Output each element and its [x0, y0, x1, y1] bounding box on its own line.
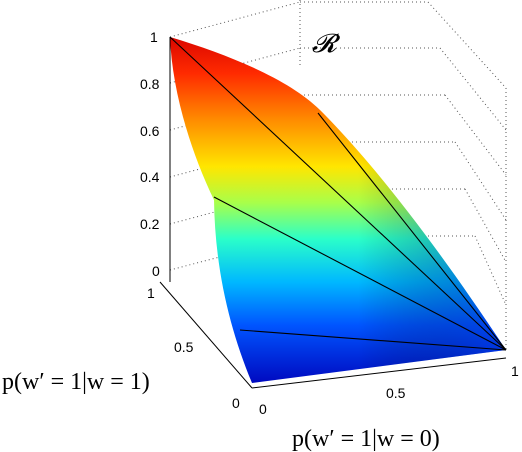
z-tick-label: 0.8 — [140, 76, 160, 92]
y-tick-label: 0.5 — [174, 339, 194, 355]
y-axis-line — [159, 281, 253, 389]
y-ticks: 1 0.5 0 — [147, 285, 240, 411]
surface-lines — [169, 36, 507, 351]
x-axis-line — [251, 357, 507, 389]
y-axis-label: p(w′ = 1|w = 1) — [2, 369, 150, 395]
x-ticks: 0 0.5 1 — [259, 363, 519, 417]
grid-line — [474, 235, 507, 306]
y-tick-label: 0 — [232, 395, 240, 411]
z-tick-label: 0.6 — [140, 123, 160, 139]
grid-line — [454, 141, 507, 221]
grid-line — [444, 94, 507, 176]
y-tick-label: 1 — [147, 285, 155, 301]
z-tick-label: 1 — [150, 29, 158, 45]
surface-line — [169, 36, 507, 351]
surface-shade — [170, 37, 506, 383]
z-tick-label: 0.2 — [140, 216, 160, 232]
grid-line — [427, 1, 507, 89]
surface-line — [317, 112, 507, 351]
grid-line — [464, 188, 507, 263]
surface-line — [213, 196, 507, 351]
z-tick-label: 0.4 — [140, 169, 160, 185]
x-tick-label: 1 — [511, 363, 519, 379]
grid-line — [439, 47, 507, 131]
surface — [170, 37, 506, 383]
surface-line — [239, 329, 507, 351]
x-tick-label: 0 — [259, 401, 267, 417]
region-label: 𝓡 — [312, 29, 341, 58]
axes — [159, 37, 507, 389]
x-axis-label: p(w′ = 1|w = 0) — [292, 426, 440, 452]
z-ticks: 1 0.8 0.6 0.4 0.2 0 — [140, 29, 160, 279]
z-tick-label: 0 — [152, 263, 160, 279]
grid-line — [169, 47, 301, 84]
x-tick-label: 0.5 — [386, 385, 406, 401]
grid-line — [169, 1, 301, 38]
